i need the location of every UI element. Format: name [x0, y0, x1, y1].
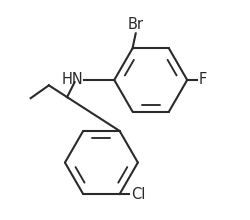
Text: HN: HN — [62, 72, 83, 88]
Text: Cl: Cl — [132, 187, 146, 202]
Text: Br: Br — [128, 17, 144, 32]
Text: F: F — [199, 72, 207, 88]
